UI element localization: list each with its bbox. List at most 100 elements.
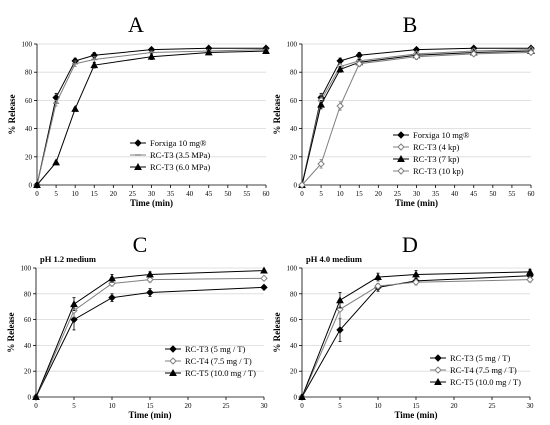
series-line: [35, 286, 265, 398]
x-tick-label: 0: [300, 190, 304, 198]
data-point: [336, 326, 344, 334]
data-point: [108, 274, 116, 282]
data-point: [412, 52, 421, 61]
x-tick-label: 0: [300, 402, 304, 410]
legend-label: RC-T3 (3.5 MPa): [150, 150, 210, 160]
y-tick-label: 60: [290, 97, 298, 105]
data-point: [146, 288, 154, 297]
x-tick-label: 30: [261, 402, 269, 410]
x-tick-label: 5: [319, 190, 323, 198]
x-tick-label: 55: [508, 190, 516, 198]
data-point: [355, 60, 363, 68]
x-tick-label: 55: [243, 190, 251, 198]
x-tick-label: 30: [527, 402, 535, 410]
y-tick-label: 80: [290, 290, 298, 298]
data-point: [336, 296, 344, 304]
legend-label: RC-T3 (6.0 MPa): [150, 162, 210, 172]
y-tick-label: 20: [290, 368, 298, 376]
x-tick-label: 10: [375, 402, 383, 410]
y-tick-label: 100: [287, 265, 298, 273]
x-tick-label: 5: [72, 402, 76, 410]
x-axis-title: Time (min): [394, 410, 437, 420]
x-tick-label: 30: [413, 190, 421, 198]
x-tick-label: 20: [110, 190, 118, 198]
x-tick-label: 0: [34, 402, 38, 410]
x-tick-label: 5: [54, 190, 58, 198]
legend-marker: [397, 131, 405, 139]
data-point: [70, 315, 78, 324]
x-tick-label: 45: [470, 190, 478, 198]
panel-letter-c: C: [133, 232, 148, 257]
legend-marker: [397, 143, 405, 151]
x-tick-label: 50: [489, 190, 497, 198]
x-tick-label: 25: [394, 190, 402, 198]
y-tick-label: 0: [294, 394, 298, 402]
y-tick-label: 80: [25, 69, 33, 77]
x-tick-label: 0: [35, 190, 39, 198]
x-tick-label: 5: [338, 402, 342, 410]
legend-marker: [134, 162, 142, 170]
legend-marker: [169, 345, 177, 353]
data-point: [146, 275, 154, 284]
legend-label: RC-T4 (7.5 mg / T): [185, 356, 252, 366]
legend-label: RC-T3 (10 kp): [413, 166, 464, 176]
legend-label: Forxiga 10 mg®: [413, 130, 470, 140]
x-tick-label: 40: [186, 190, 194, 198]
x-tick-label: 25: [489, 402, 497, 410]
x-tick-label: 25: [223, 402, 231, 410]
legend-label: RC-T3 (5 mg / T): [185, 344, 245, 354]
y-tick-label: 40: [290, 125, 298, 133]
y-tick-label: 100: [22, 41, 33, 49]
data-point: [70, 300, 78, 308]
legend-label: RC-T5 (10.0 mg / T): [450, 377, 521, 387]
y-axis-title: % Release: [7, 94, 17, 134]
medium-annotation: pH 4.0 medium: [306, 254, 362, 264]
legend-label: RC-T3 (7 kp): [413, 154, 459, 164]
data-point: [336, 65, 345, 73]
x-tick-label: 50: [224, 190, 232, 198]
y-tick-label: 40: [290, 342, 298, 350]
panel-a: A 0 20 40 60 80 100 0 5 10 15 20 25 30 35 40 45 50 55 60 Tim…: [7, 12, 270, 208]
legend-label: RC-T3 (5 mg / T): [450, 353, 510, 363]
x-tick-label: 60: [263, 190, 271, 198]
panel-letter-d: D: [402, 232, 418, 257]
legend-label: RC-T5 (10.0 mg / T): [185, 368, 256, 378]
series-3: [298, 267, 534, 400]
y-tick-label: 0: [294, 182, 298, 190]
legend-marker: [169, 368, 177, 376]
x-axis-title: Time (min): [128, 410, 171, 420]
data-point: [90, 61, 99, 69]
legend-label: Forxiga 10 mg®: [150, 138, 207, 148]
data-point: [260, 274, 268, 283]
data-point: [336, 102, 344, 110]
y-tick-label: 20: [24, 368, 32, 376]
data-point: [262, 47, 270, 55]
data-point: [260, 283, 268, 292]
legend-marker: [434, 377, 442, 385]
legend-a: Forxiga 10 mg® RC-T3 (3.5 MPa) RC-T3 (6.0 …: [130, 138, 210, 172]
panel-letter-a: A: [128, 12, 144, 37]
y-tick-label: 100: [21, 265, 32, 273]
y-tick-label: 0: [29, 182, 33, 190]
legend-marker: [134, 139, 142, 147]
data-point: [33, 180, 41, 188]
y-tick-label: 20: [290, 153, 298, 161]
y-tick-label: 60: [25, 97, 33, 105]
data-point: [298, 181, 306, 189]
data-point: [147, 52, 156, 60]
data-point: [204, 48, 213, 56]
legend-marker: [397, 167, 405, 175]
legend-c: RC-T3 (5 mg / T) RC-T4 (7.5 mg / T) RC-T5 …: [165, 344, 256, 378]
legend-marker: [434, 366, 442, 374]
x-tick-label: 20: [451, 402, 459, 410]
data-point: [526, 275, 534, 284]
legend-marker: [434, 354, 442, 362]
y-axis-title: % Release: [272, 312, 282, 352]
x-axis-title: Time (min): [130, 198, 173, 208]
series-3: [32, 266, 268, 400]
x-tick-label: 15: [147, 402, 155, 410]
legend-d: RC-T3 (5 mg / T) RC-T4 (7.5 mg / T) RC-T5 …: [430, 353, 521, 387]
series-1: [32, 283, 268, 401]
y-tick-label: 40: [25, 125, 33, 133]
